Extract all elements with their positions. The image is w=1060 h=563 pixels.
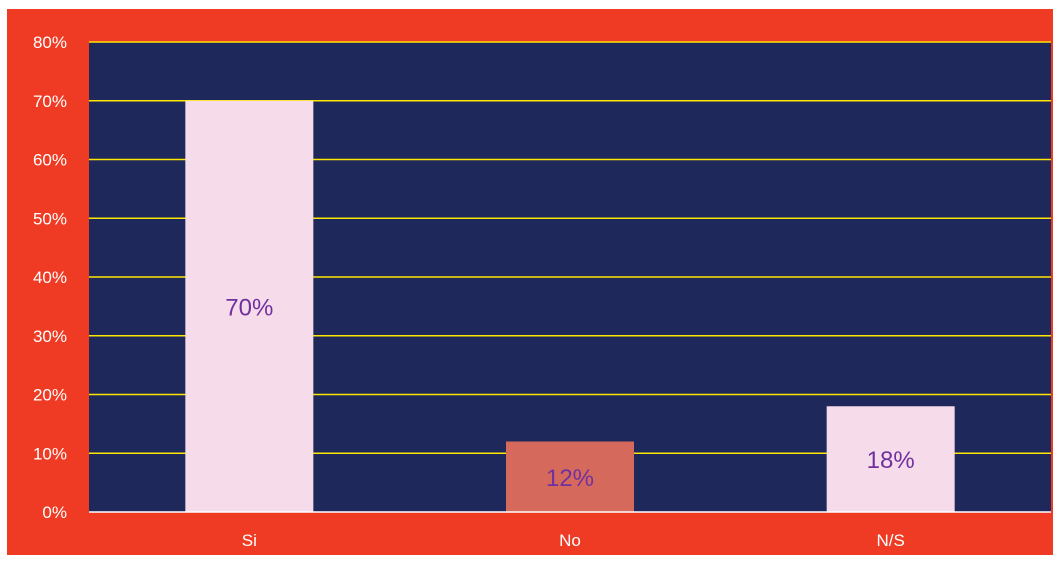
x-tick-label: No — [559, 531, 581, 550]
x-tick-label: Si — [242, 531, 257, 550]
y-tick-label: 10% — [33, 444, 67, 463]
y-tick-label: 30% — [33, 327, 67, 346]
data-label: 70% — [225, 294, 273, 321]
bar-si — [185, 100, 314, 512]
y-tick-label: 80% — [33, 33, 67, 52]
bar-no — [506, 441, 634, 512]
y-tick-label: 70% — [33, 92, 67, 111]
data-label: 18% — [867, 447, 915, 474]
data-label: 12% — [546, 465, 594, 492]
bar-chart: 0% 10% 20% 30% 40% 50% 60% 70% 80% 70% Si 12% No 18% N… — [33, 33, 1051, 550]
y-tick-label: 50% — [33, 209, 67, 228]
chart-frame: 0% 10% 20% 30% 40% 50% 60% 70% 80% 70% Si 12% No 18% N… — [7, 9, 1053, 555]
y-tick-label: 20% — [33, 386, 67, 405]
y-tick-label: 60% — [33, 151, 67, 170]
y-tick-label: 0% — [42, 503, 67, 522]
bar-n-s — [826, 406, 955, 512]
x-tick-label: N/S — [876, 531, 904, 550]
y-tick-label: 40% — [33, 268, 67, 287]
